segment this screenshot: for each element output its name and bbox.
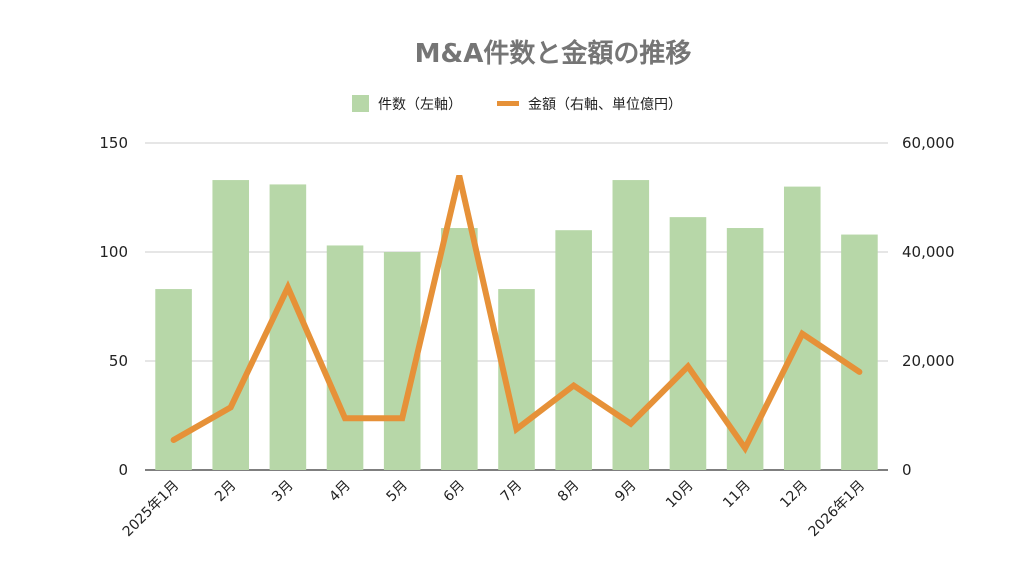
x-tick-label: 2月 [212,478,240,506]
bar [269,184,307,471]
right-tick-label: 0 [902,461,912,479]
x-tick-label: 3月 [269,478,297,506]
bar [212,180,250,470]
right-tick-label: 40,000 [902,243,955,261]
bar [783,186,821,470]
bar [669,217,707,470]
bar [555,230,592,470]
x-tick-label: 4月 [326,478,354,506]
x-tick-label: 2026年1月 [806,478,869,541]
right-axis-ticks: 0 20,000 40,000 60,000 [902,134,955,479]
bar [841,234,878,470]
x-tick-label: 12月 [777,478,811,512]
x-tick-label: 6月 [441,478,469,506]
legend-label-bars: 件数（左軸） [378,97,462,113]
x-tick-label: 9月 [612,478,640,506]
left-tick-label: 0 [118,461,128,479]
x-tick-label: 10月 [663,478,697,512]
right-tick-label: 60,000 [902,134,955,152]
left-tick-label: 50 [109,352,128,370]
x-tick-label: 2025年1月 [120,478,183,541]
bar [326,245,364,470]
x-tick-label: 5月 [383,478,411,506]
legend-label-line: 金額（右軸、単位億円） [528,97,682,113]
legend-swatch-bars [352,95,369,112]
x-tick-label: 11月 [720,478,754,512]
line-series [170,175,863,455]
left-tick-label: 150 [99,134,128,152]
chart-title: M&A件数と金額の推移 [415,38,692,69]
left-axis-ticks: 0 50 100 150 [99,134,128,479]
left-tick-label: 100 [99,243,128,261]
right-tick-label: 20,000 [902,352,955,370]
bar [441,228,478,470]
x-tick-label: 7月 [498,478,526,506]
x-tick-label: 8月 [555,478,583,506]
legend: 件数（左軸） 金額（右軸、単位億円） [352,95,682,113]
